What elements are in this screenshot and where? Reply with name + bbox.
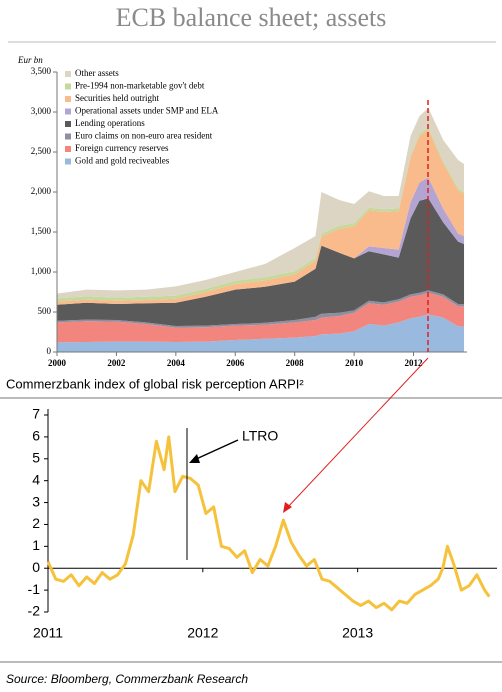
legend-swatch	[65, 71, 71, 77]
legend-label: Foreign currency reserves	[75, 143, 169, 153]
legend-swatch	[65, 96, 71, 102]
legend-swatch	[65, 108, 71, 115]
legend-label: Pre-1994 non-marketable gov't debt	[75, 81, 205, 91]
y-tick-label: 1	[32, 537, 40, 553]
y-tick-label: 0	[47, 346, 52, 356]
y-tick-label: 3,000	[31, 106, 52, 116]
legend-swatch	[65, 158, 71, 165]
legend-swatch	[65, 121, 71, 127]
y-tick-label: 3	[32, 493, 40, 509]
x-tick-label: 2011	[33, 625, 63, 641]
x-tick-label: 2000	[48, 358, 67, 368]
y-tick-label: 500	[38, 306, 52, 316]
legend-swatch	[65, 146, 71, 152]
y-tick-label: 1,500	[31, 226, 52, 236]
area	[57, 290, 465, 328]
legend-swatch	[65, 83, 71, 90]
x-tick-label: 2013	[342, 625, 373, 641]
y-tick-label: 5	[32, 449, 40, 465]
y-tick-label: -2	[28, 603, 41, 619]
ecb-chart: 0 500 1,000 1,500 2,000 2,500 3,000 3,500 2000 20…	[31, 66, 467, 368]
area	[57, 177, 465, 305]
x-tick-label: 2008	[286, 358, 305, 368]
annotation: LTRO	[242, 428, 278, 444]
line	[46, 435, 491, 612]
legend-label: Gold and gold reciveables	[75, 156, 170, 166]
legend-label: Euro claims on non-euro area resident	[75, 131, 213, 141]
y-tick-label: 6	[32, 428, 40, 444]
y-tick-label: 2	[32, 515, 40, 531]
chart-title: Commerzbank index of global risk percept…	[6, 376, 304, 391]
legend-label: Operational assets under SMP and ELA	[75, 106, 219, 116]
arrow	[286, 357, 429, 509]
arrow-head	[283, 502, 292, 513]
y-tick-label: 1,000	[31, 266, 52, 276]
area	[57, 108, 465, 299]
arrow	[193, 439, 239, 461]
chart-title: ECB balance sheet; assets	[116, 3, 387, 32]
arpi-chart: -2 -1 0 1 2 3 4 5 6 7 2011 2012 2013	[28, 406, 497, 641]
y-tick-label: -1	[28, 581, 41, 597]
legend-label: Securities held outright	[75, 93, 159, 103]
area	[57, 198, 465, 326]
y-tick-label: 2,000	[31, 186, 52, 196]
x-tick-label: 2002	[107, 358, 126, 368]
x-tick-label: 2012	[405, 358, 424, 368]
source: Source: Bloomberg, Commerzbank Research	[6, 672, 248, 686]
y-tick-label: 0	[32, 559, 40, 575]
y-axis-label: Eur bn	[17, 55, 43, 65]
arrow-head	[189, 454, 200, 463]
legend-swatch	[65, 133, 71, 140]
x-tick-label: 2012	[187, 625, 218, 641]
area	[57, 292, 465, 343]
y-tick-label: 4	[32, 471, 40, 487]
legend-label: Other assets	[75, 68, 119, 78]
legend-label: Lending operations	[75, 118, 145, 128]
x-tick-label: 2004	[167, 358, 186, 368]
y-tick-label: 7	[32, 406, 40, 422]
area	[57, 314, 465, 352]
y-tick-label: 3,500	[31, 66, 52, 76]
x-tick-label: 2006	[226, 358, 245, 368]
x-tick-label: 2010	[345, 358, 364, 368]
y-tick-label: 2,500	[31, 146, 52, 156]
area	[57, 129, 465, 305]
